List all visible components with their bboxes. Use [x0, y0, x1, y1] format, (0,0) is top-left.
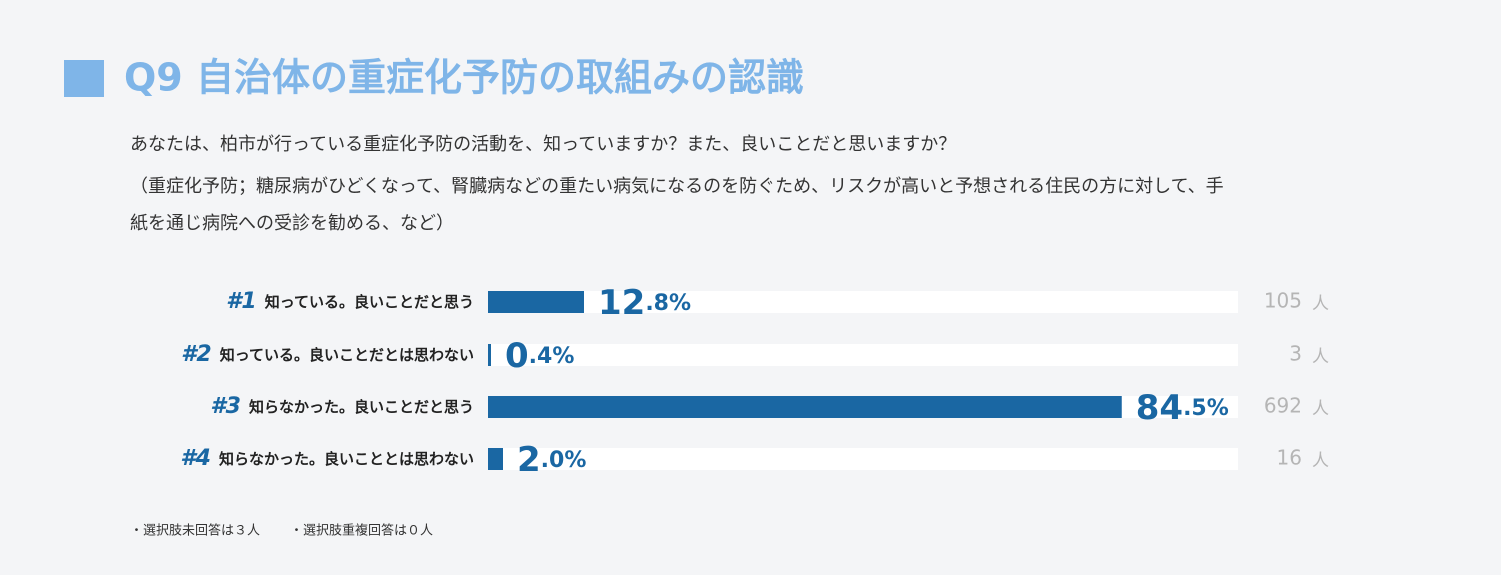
value-label: 2.0% — [517, 440, 586, 480]
count-unit: 人 — [1312, 451, 1329, 471]
category: 知らなかった。良いこととは思わない — [219, 450, 474, 468]
count-unit: 人 — [1312, 294, 1329, 314]
category: 知っている。良いことだと思う — [265, 293, 474, 311]
category-label: #3 知らなかった。良いことだと思う — [210, 394, 474, 419]
title: Q9 自治体の重症化予防の取組みの認識 — [124, 56, 804, 100]
footnote: ・選択肢未回答は３人 — [130, 523, 260, 539]
rank: #4 — [180, 446, 211, 471]
category-label: #2 知っている。良いことだとは思わない — [181, 342, 474, 367]
value-label: 84.5% — [1136, 388, 1229, 428]
count: 16 — [1277, 446, 1302, 470]
bar-track — [488, 448, 1238, 470]
count-unit: 人 — [1312, 399, 1329, 419]
count: 3 — [1289, 342, 1302, 366]
value-label: 12.8% — [598, 283, 691, 323]
footnote: ・選択肢重複回答は０人 — [290, 523, 433, 539]
category-label: #4 知らなかった。良いこととは思わない — [180, 446, 474, 471]
bar-track — [488, 291, 1238, 313]
question-line: （重症化予防；糖尿病がひどくなって、腎臓病などの重たい病気になるのを防ぐため、リ… — [130, 176, 1224, 197]
count-unit: 人 — [1312, 347, 1329, 367]
category: 知っている。良いことだとは思わない — [220, 346, 474, 364]
bar-track — [488, 344, 1238, 366]
category: 知らなかった。良いことだと思う — [249, 398, 474, 416]
category-label: #1 知っている。良いことだと思う — [226, 289, 474, 314]
bar — [488, 344, 491, 366]
question-line: 紙を通じ病院への受診を勧める、など） — [130, 213, 454, 234]
bar — [488, 291, 584, 313]
rank: #2 — [181, 342, 212, 367]
rank: #1 — [226, 289, 257, 314]
bar — [488, 448, 503, 470]
question-line: あなたは、柏市が行っている重症化予防の活動を、知っていますか？また、良いことだと… — [130, 134, 956, 155]
bar — [488, 396, 1122, 418]
title-icon — [64, 60, 104, 97]
rank: #3 — [210, 394, 241, 419]
count: 692 — [1264, 394, 1302, 418]
value-label: 0.4% — [505, 336, 574, 376]
count: 105 — [1264, 289, 1302, 313]
